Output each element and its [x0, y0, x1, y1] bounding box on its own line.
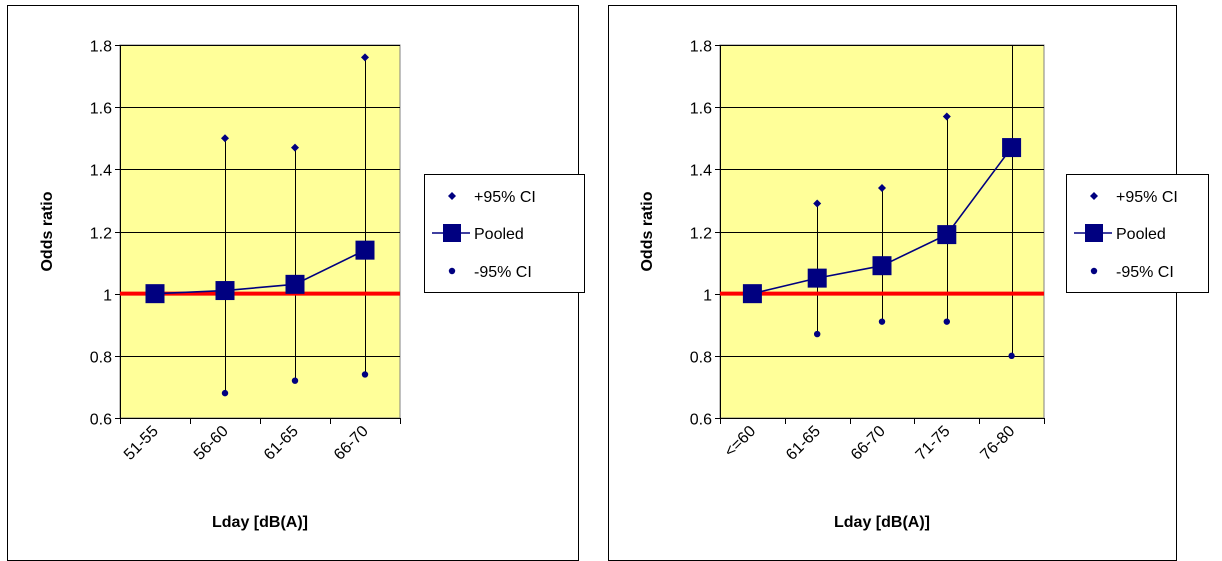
y-tick-label: 1.8 [90, 39, 112, 56]
plot-data-group [720, 45, 1044, 360]
pooled-point [1002, 138, 1022, 158]
lower-ci-point [814, 330, 821, 338]
lower-ci-point [878, 318, 886, 325]
legend-label: -95% CI [474, 264, 532, 281]
y-tick-label: 1.2 [90, 226, 112, 243]
chart-left: 0.60.811.21.41.61.851-55 56-60 61-65 66-70L… [7, 5, 585, 561]
lower-ci-point [361, 371, 369, 378]
legend-pooled-symbol [443, 224, 461, 242]
pooled-point [355, 240, 375, 260]
pooled-point [285, 274, 305, 294]
upper-ci-point [361, 53, 369, 62]
pooled-point [872, 256, 892, 276]
legend-label: -95% CI [1116, 264, 1174, 281]
plot-data-group [120, 53, 400, 397]
legend-label: +95% CI [1116, 189, 1178, 206]
upper-ci-point [813, 199, 822, 208]
y-tick-label: 0.8 [690, 350, 712, 367]
pooled-point [807, 268, 827, 288]
pooled-series-line [154, 249, 366, 295]
pooled-point [742, 284, 762, 304]
legend-upper-ci-symbol [448, 192, 456, 200]
y-tick-label: 1 [703, 288, 712, 305]
legend-pooled-symbol [1085, 224, 1103, 242]
upper-ci-point [291, 143, 299, 152]
legend-upper-ci-symbol [1090, 192, 1098, 200]
y-axis-title: Odds ratio [39, 191, 56, 271]
chart-right: 0.60.811.21.41.61.8<=60 61-65 66-70 71-75 76… [608, 5, 1209, 561]
pooled-point [937, 225, 957, 245]
upper-ci-point [942, 112, 951, 121]
legend-lower-ci-symbol [448, 267, 456, 275]
y-tick-label: 1.4 [690, 163, 712, 180]
upper-ci-point [221, 134, 229, 143]
pooled-point [215, 281, 235, 301]
y-axis-title: Odds ratio [639, 191, 656, 271]
legend-label: +95% CI [474, 189, 536, 206]
x-axis-title: Lday [dB(A)] [212, 514, 308, 531]
x-axis-title: Lday [dB(A)] [834, 514, 930, 531]
lower-ci-point [221, 389, 229, 397]
upper-ci-point [878, 183, 886, 192]
y-tick-label: 1.2 [690, 226, 712, 243]
legend-label: Pooled [474, 226, 524, 243]
y-tick-label: 1.6 [690, 101, 712, 118]
lower-ci-point [291, 377, 299, 384]
plot-area [119, 44, 401, 419]
y-tick-label: 0.6 [690, 412, 712, 429]
legend-lower-ci-symbol [1090, 267, 1098, 275]
pooled-point [145, 284, 165, 304]
y-tick-label: 1 [103, 288, 112, 305]
lower-ci-point [1008, 352, 1015, 360]
y-tick-label: 1.4 [90, 163, 112, 180]
y-tick-label: 1.8 [690, 39, 712, 56]
y-tick-label: 1.6 [90, 101, 112, 118]
legend-label: Pooled [1116, 226, 1166, 243]
lower-ci-point [943, 318, 950, 325]
y-tick-label: 0.6 [90, 412, 112, 429]
y-tick-label: 0.8 [90, 350, 112, 367]
